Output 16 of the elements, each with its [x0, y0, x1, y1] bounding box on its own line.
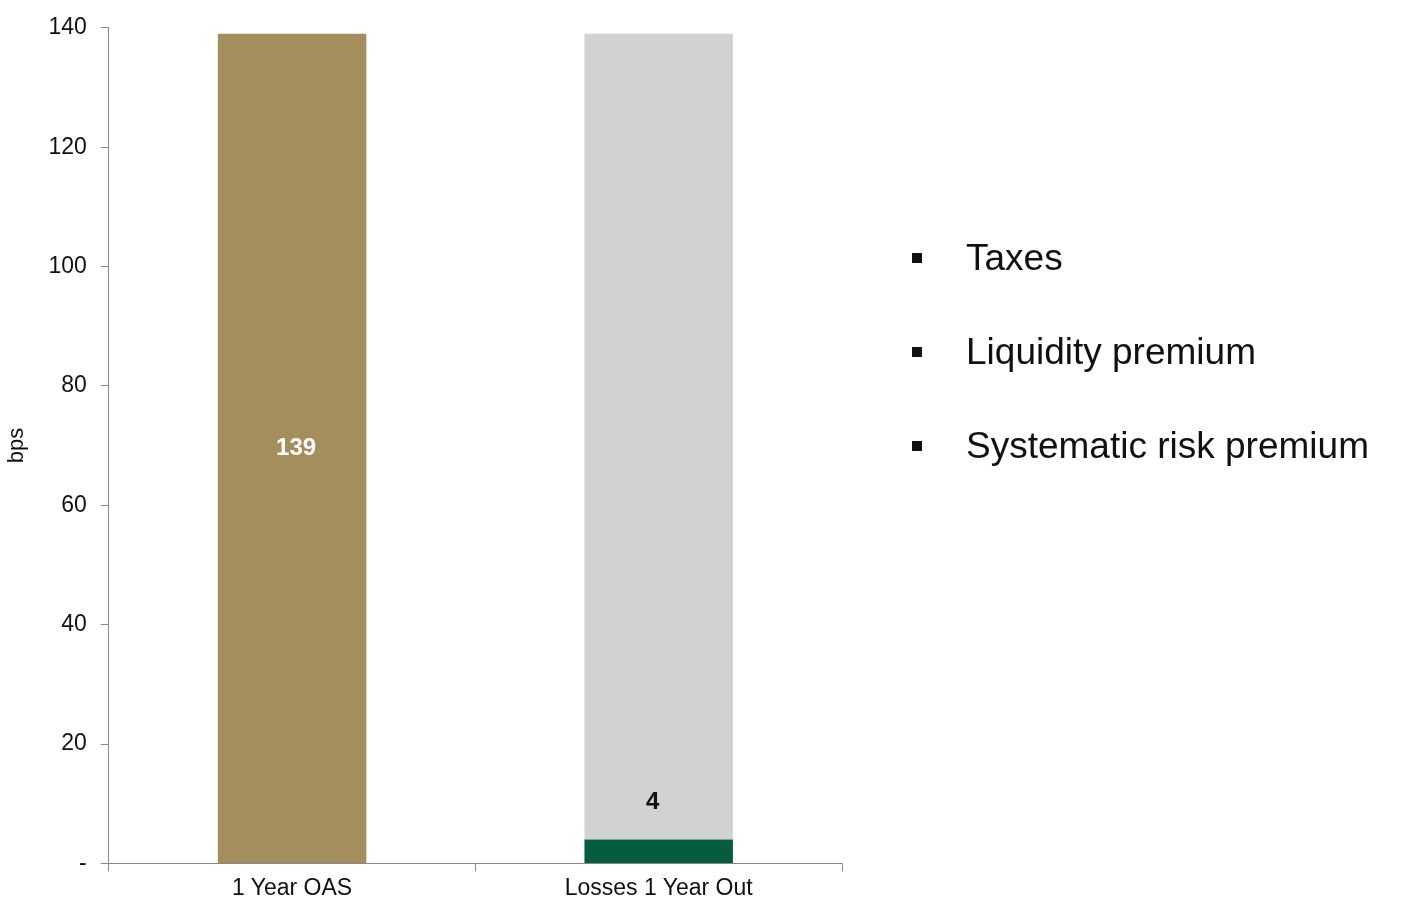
- x-tick-label: 1 Year OAS: [231, 873, 353, 900]
- y-tick-label: 60: [61, 490, 87, 517]
- x-tick-label: Losses 1 Year Out: [564, 873, 754, 900]
- text: Systematic risk premium: [966, 425, 1369, 467]
- y-tick-label: 80: [61, 371, 87, 398]
- y-tick-label: 100: [48, 251, 87, 278]
- y-tick-label: 20: [61, 729, 87, 756]
- y-tick-label: -: [79, 848, 87, 875]
- data-label: 139: [276, 432, 317, 460]
- text: Taxes: [966, 237, 1063, 279]
- y-tick-label: 120: [48, 132, 87, 159]
- data-label: 4: [646, 787, 661, 815]
- y-tick-label: 140: [48, 13, 87, 40]
- y-tick-label: 40: [61, 610, 87, 636]
- y-axis-title: bps: [3, 427, 29, 464]
- text: Liquidity premium: [966, 331, 1256, 373]
